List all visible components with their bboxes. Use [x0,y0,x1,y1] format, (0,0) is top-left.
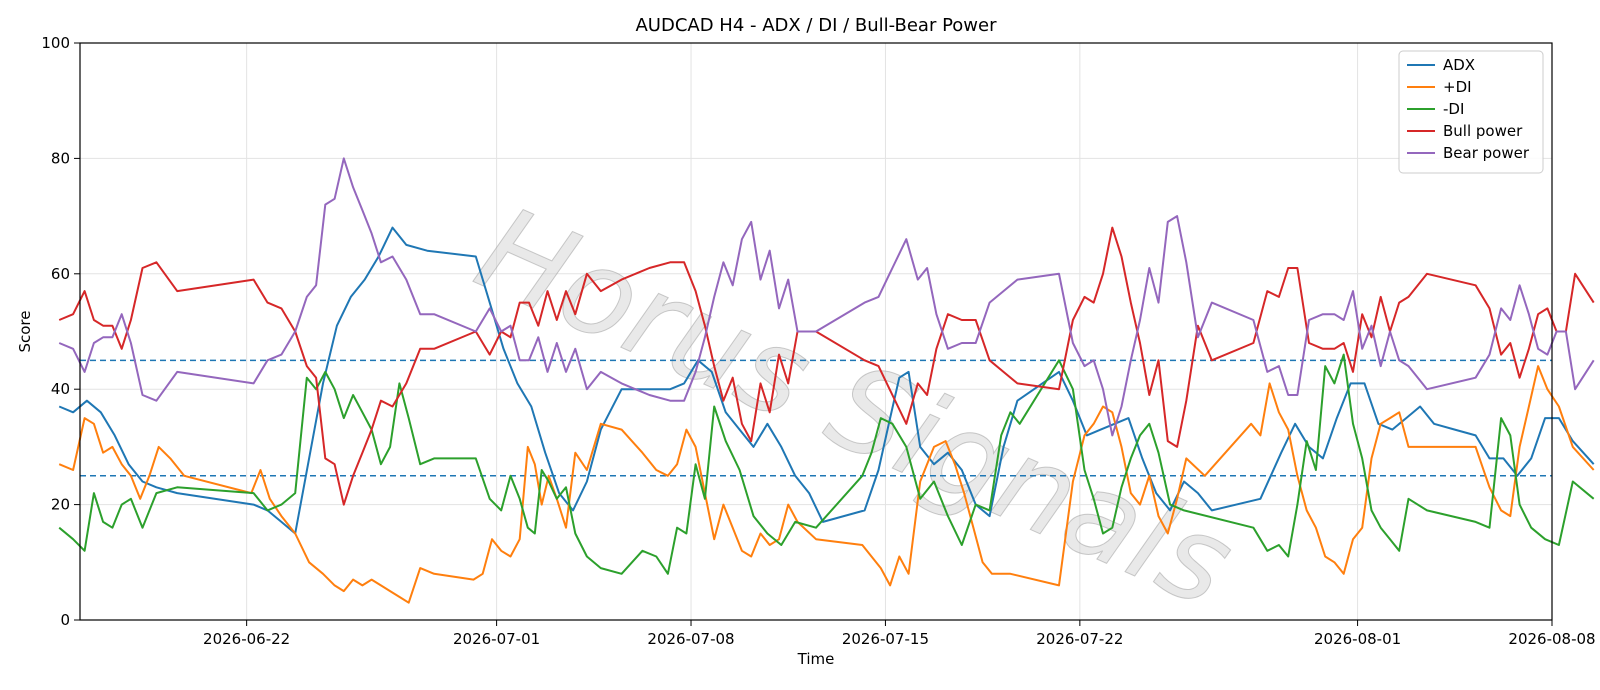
legend: ADX +DI -DI Bull power Bear power [1398,50,1544,174]
legend-box [1398,50,1544,174]
y-axis-label: Score [16,310,34,352]
y-axis: 0 20 40 60 80 100 [41,34,80,629]
legend-label: Bear power [1443,144,1530,162]
reference-lines [80,359,1552,477]
x-tick-label: 2026-08-01 [1314,630,1401,648]
legend-label: ADX [1443,56,1475,74]
series-line-di [58,365,1595,604]
y-tick-label: 80 [51,149,70,167]
series-line-di [58,353,1595,575]
series-lines [58,157,1595,604]
plot-frame [79,42,1553,621]
series-line-bull-power [58,226,1595,506]
y-tick-label: 60 [51,265,70,283]
x-tick-label: 2026-07-15 [842,630,929,648]
y-tick-label: 20 [51,496,70,514]
x-axis: 2026-06-22 2026-07-01 2026-07-08 2026-07-15… [203,620,1596,648]
series-line-adx [58,226,1595,535]
legend-label: -DI [1443,100,1464,118]
x-tick-label: 2026-07-01 [453,630,540,648]
series-line-bear-power [58,157,1595,437]
y-tick-label: 40 [51,380,70,398]
y-tick-label: 100 [41,34,70,52]
legend-label: +DI [1443,78,1472,96]
y-tick-label: 0 [60,611,70,629]
x-tick-label: 2026-07-22 [1036,630,1123,648]
x-tick-label: 2026-08-08 [1508,630,1595,648]
x-tick-label: 2026-07-08 [647,630,734,648]
x-tick-label: 2026-06-22 [203,630,290,648]
gridlines [80,42,1553,621]
legend-label: Bull power [1443,122,1523,140]
x-axis-label: Time [797,650,835,668]
chart-title: AUDCAD H4 - ADX / DI / Bull-Bear Power [635,15,997,36]
